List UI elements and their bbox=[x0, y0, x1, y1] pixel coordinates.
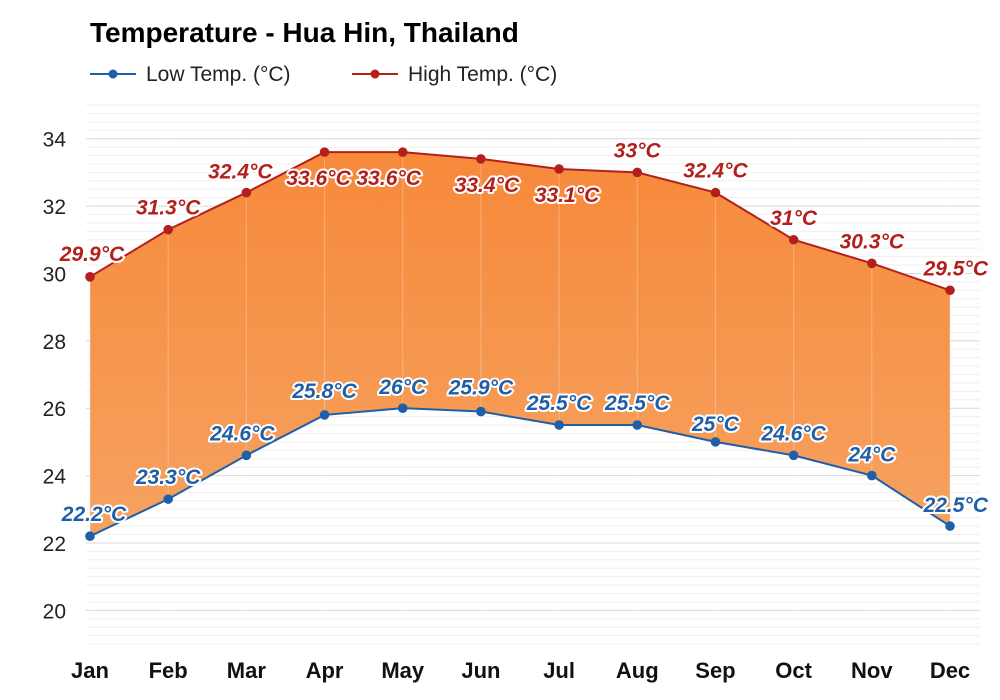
chart-title: Temperature - Hua Hin, Thailand bbox=[90, 17, 519, 48]
low-temp-point[interactable] bbox=[397, 403, 408, 413]
temperature-band-area bbox=[90, 152, 950, 537]
y-tick-label: 28 bbox=[43, 331, 66, 354]
x-tick-label: Apr bbox=[306, 658, 344, 683]
high-temp-data-label: 32.4°C bbox=[208, 161, 273, 184]
y-tick-label: 30 bbox=[43, 263, 66, 286]
high-temp-point[interactable] bbox=[632, 167, 643, 178]
y-tick-label: 26 bbox=[43, 398, 66, 421]
y-tick-label: 34 bbox=[43, 129, 67, 152]
high-temp-data-label: 33.6°C bbox=[357, 167, 422, 190]
x-tick-label: Feb bbox=[149, 658, 188, 683]
low-temp-line bbox=[89, 407, 951, 538]
high-temp-data-label: 30.3°C bbox=[840, 230, 905, 253]
series-lines bbox=[85, 147, 955, 541]
x-tick-label: Jan bbox=[71, 658, 109, 683]
low-temp-data-label: 25.9°C bbox=[448, 377, 514, 400]
high-temp-data-label: 33.4°C bbox=[455, 174, 520, 197]
high-temp-point[interactable] bbox=[241, 187, 252, 198]
x-tick-label: Sep bbox=[695, 658, 735, 683]
high-temp-data-label: 33.6°C bbox=[286, 167, 351, 190]
low-temp-data-label: 25.5°C bbox=[604, 392, 670, 415]
low-temp-data-label: 25.8°C bbox=[291, 380, 357, 403]
legend-low-marker bbox=[108, 69, 118, 79]
high-temp-data-label: 31.3°C bbox=[136, 197, 201, 220]
y-tick-label: 32 bbox=[43, 196, 66, 219]
high-temp-point[interactable] bbox=[867, 258, 877, 269]
high-temp-point[interactable] bbox=[163, 224, 173, 235]
high-temp-point[interactable] bbox=[397, 147, 408, 157]
low-temp-point[interactable] bbox=[945, 521, 955, 531]
y-tick-label: 20 bbox=[43, 600, 66, 623]
high-temp-point[interactable] bbox=[476, 154, 486, 164]
high-temp-point[interactable] bbox=[85, 272, 95, 282]
y-axis: 20 22 24 26 28 30 32 34 bbox=[43, 129, 67, 624]
low-temp-data-label: 25.5°C bbox=[526, 392, 592, 415]
legend-high-label: High Temp. (°C) bbox=[408, 63, 557, 86]
x-tick-label: Dec bbox=[930, 658, 970, 683]
low-temp-point[interactable] bbox=[710, 437, 721, 447]
x-axis: Jan Feb Mar Apr May Jun Jul Aug Sep Oct Nov Dec bbox=[71, 658, 970, 683]
legend-item-high[interactable]: High Temp. (°C) bbox=[352, 63, 557, 86]
low-temp-point[interactable] bbox=[554, 420, 564, 430]
low-temp-point[interactable] bbox=[632, 420, 643, 430]
high-temp-point[interactable] bbox=[945, 285, 955, 296]
high-temp-data-label: 32.4°C bbox=[683, 160, 748, 183]
temperature-band bbox=[90, 152, 950, 537]
high-temp-point[interactable] bbox=[710, 187, 721, 198]
low-temp-point[interactable] bbox=[85, 531, 95, 541]
high-temp-point[interactable] bbox=[554, 164, 564, 174]
low-temp-point[interactable] bbox=[319, 410, 330, 420]
high-temp-data-label: 29.5°C bbox=[923, 257, 989, 280]
x-tick-label: Jul bbox=[543, 658, 575, 683]
high-temp-data-label: 31°C bbox=[770, 207, 818, 230]
x-tick-label: Oct bbox=[775, 658, 812, 683]
high-temp-line bbox=[89, 151, 951, 292]
x-tick-label: May bbox=[381, 658, 425, 683]
low-temp-point[interactable] bbox=[241, 450, 252, 461]
x-tick-label: Jun bbox=[461, 658, 500, 683]
low-temp-point[interactable] bbox=[163, 494, 173, 504]
low-temp-data-label: 22.5°C bbox=[923, 494, 989, 517]
x-tick-label: Mar bbox=[227, 658, 267, 683]
low-temp-data-label: 23.3°C bbox=[135, 466, 201, 489]
legend-item-low[interactable]: Low Temp. (°C) bbox=[90, 63, 291, 86]
high-temp-point[interactable] bbox=[319, 147, 330, 157]
high-temp-point[interactable] bbox=[788, 234, 799, 245]
low-temp-point[interactable] bbox=[476, 406, 486, 417]
low-temp-data-label: 24.6°C bbox=[209, 422, 275, 445]
low-temp-data-label: 24.6°C bbox=[760, 422, 826, 445]
low-temp-data-label: 25°C bbox=[691, 413, 740, 436]
y-tick-label: 24 bbox=[43, 466, 67, 489]
low-temp-data-label: 26°C bbox=[378, 376, 427, 399]
high-temp-data-label: 33.1°C bbox=[535, 184, 600, 207]
x-tick-label: Aug bbox=[616, 658, 659, 683]
legend: Low Temp. (°C) High Temp. (°C) bbox=[90, 63, 557, 86]
high-temp-data-label: 29.9°C bbox=[59, 243, 125, 266]
legend-low-label: Low Temp. (°C) bbox=[146, 63, 291, 86]
low-temp-point[interactable] bbox=[788, 450, 799, 461]
legend-high-marker bbox=[370, 69, 380, 79]
data-labels: 22.2°C 23.3°C 24.6°C 25.8°C 26°C 25.9°C 25.5°C… bbox=[57, 137, 991, 528]
low-temp-data-label: 22.2°C bbox=[61, 503, 127, 526]
low-temp-data-label: 24°C bbox=[847, 444, 896, 467]
high-temp-data-label: 33°C bbox=[614, 139, 662, 162]
x-tick-label: Nov bbox=[851, 658, 893, 683]
y-tick-label: 22 bbox=[43, 533, 66, 556]
month-guidelines bbox=[89, 99, 951, 644]
low-temp-point[interactable] bbox=[867, 470, 877, 481]
